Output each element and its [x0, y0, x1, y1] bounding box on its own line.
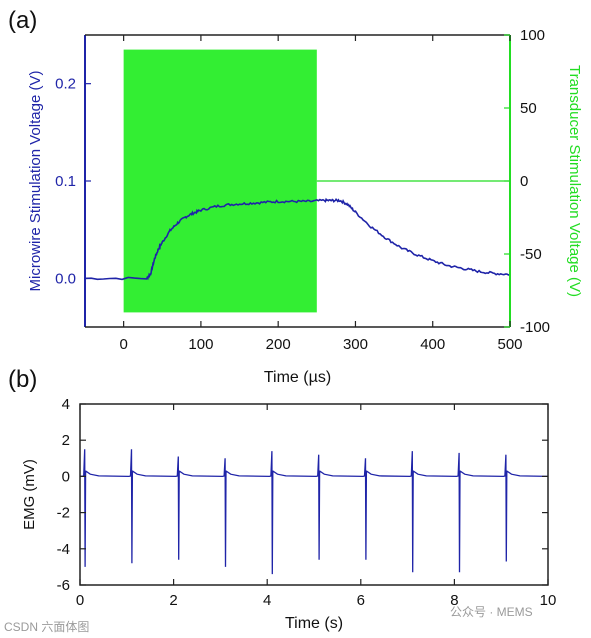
x-tick-label: 100: [188, 336, 213, 353]
x-tick-label: 400: [420, 336, 445, 353]
transducer-pulse: [123, 49, 317, 313]
y-left-tick-label: 0.2: [55, 76, 76, 93]
x-tick-label: 0: [76, 592, 84, 609]
y-tick-label: 0: [62, 468, 70, 485]
y-right-tick-label: -100: [520, 319, 550, 336]
x-tick-label: 500: [497, 336, 522, 353]
y-right-axis-label: Transducer Stimulation Voltage (V): [566, 65, 583, 297]
watermark-right: 公众号 · MEMS: [450, 605, 533, 619]
y-left-axis-label: Microwire Stimulation Voltage (V): [27, 71, 44, 292]
y-axis-label: EMG (mV): [21, 459, 38, 530]
emg-trace: [79, 449, 549, 575]
panel-b: (b) 0 2 4 6 8 10 Time (s) 4 2 0 -2 -4 -6 EMG (mV): [8, 366, 556, 632]
x-tick-label: 0: [119, 336, 127, 353]
plot-frame-b: [79, 403, 549, 586]
y-right-tick-label: 100: [520, 27, 545, 44]
x-tick-label: 200: [266, 336, 291, 353]
y-right-tick-label: 0: [520, 173, 528, 190]
x-tick-label: 10: [540, 592, 557, 609]
x-tick-label: 2: [169, 592, 177, 609]
y-right-tick-label: 50: [520, 100, 537, 117]
y-tick-label: 4: [62, 396, 70, 413]
x-tick-label: 8: [450, 592, 458, 609]
y-tick-label: -6: [57, 577, 70, 594]
y-tick-label: 2: [62, 432, 70, 449]
watermark-left: CSDN 六面体图: [4, 620, 90, 634]
panel-a-label: (a): [8, 7, 37, 34]
y-left-tick-label: 0.1: [55, 173, 76, 190]
x-tick-label: 4: [263, 592, 271, 609]
x-tick-label: 6: [357, 592, 365, 609]
microwire-trace: [84, 197, 511, 281]
y-tick-label: -4: [57, 541, 70, 558]
x-axis-label: Time (s): [285, 615, 343, 632]
panel-b-label: (b): [8, 366, 37, 393]
y-left-tick-label: 0.0: [55, 270, 76, 287]
y-tick-label: -2: [57, 505, 70, 522]
x-tick-label: 300: [343, 336, 368, 353]
x-axis-label: Time (µs): [264, 369, 331, 386]
y-right-tick-label: -50: [520, 246, 542, 263]
